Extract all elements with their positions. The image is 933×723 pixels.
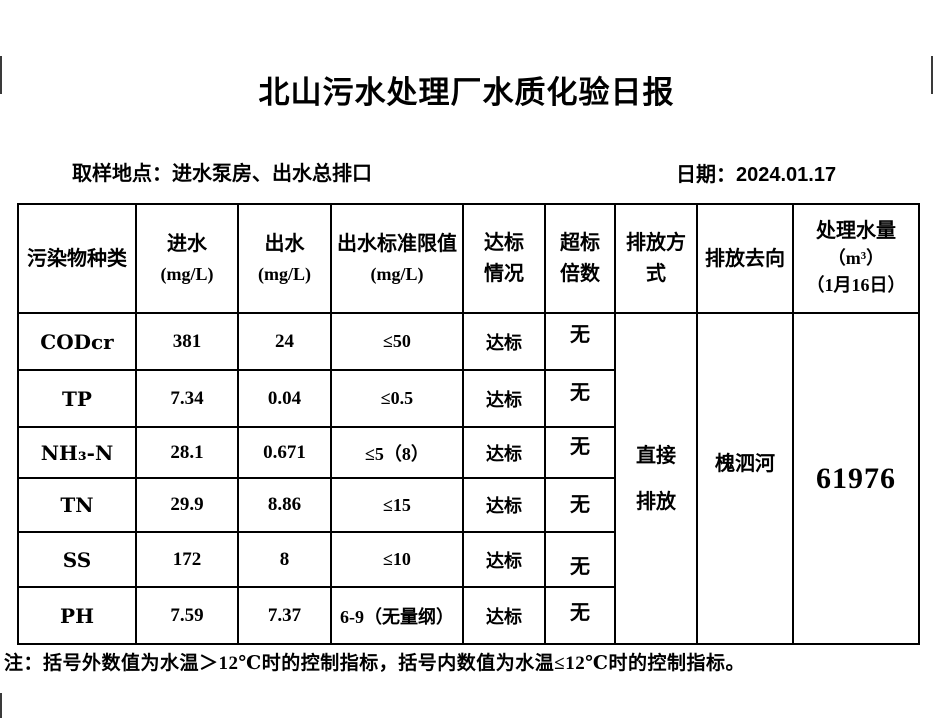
exceed-value: 无 bbox=[570, 556, 590, 578]
window-edge-mark-bottom bbox=[0, 693, 2, 718]
compliance-cell: 达标 bbox=[462, 477, 546, 533]
report-date: 日期：2024.01.17 bbox=[676, 164, 837, 186]
col-header-limit-unit: (mg/L) bbox=[370, 263, 424, 284]
exceed-value: 无 bbox=[570, 382, 590, 404]
col-header-discharge-mode-label: 排放方式 bbox=[626, 231, 686, 285]
pollutant-cell: CODcr bbox=[17, 312, 137, 371]
treated-volume-cell: 61976 bbox=[792, 312, 920, 645]
col-header-limit: 出水标准限值 (mg/L) bbox=[330, 203, 464, 314]
influent-value-cell: 7.59 bbox=[135, 586, 239, 645]
col-header-effluent-unit: (mg/L) bbox=[258, 263, 311, 284]
discharge-dest-cell: 槐泗河 bbox=[696, 312, 794, 645]
exceed-cell: 无 bbox=[544, 477, 616, 533]
sampling-location: 取样地点：进水泵房、出水总排口 bbox=[72, 163, 372, 185]
exceed-cell: 无 bbox=[544, 426, 616, 479]
compliance-cell: 达标 bbox=[462, 312, 546, 371]
col-header-volume: 处理水量 （m³） （1月16日） bbox=[792, 203, 920, 314]
effluent-value-cell: 0.04 bbox=[237, 369, 332, 428]
col-header-limit-label: 出水标准限值 bbox=[337, 232, 457, 255]
col-header-compliance-label: 达标情况 bbox=[484, 231, 524, 285]
effluent-value-cell: 8 bbox=[237, 531, 332, 588]
exceed-cell: 无 bbox=[544, 586, 616, 645]
influent-value-cell: 172 bbox=[135, 531, 239, 588]
col-header-volume-label: 处理水量 bbox=[816, 220, 896, 242]
limit-value-cell: ≤50 bbox=[330, 312, 464, 371]
pollutant-cell: SS bbox=[17, 531, 137, 588]
limit-value-cell: 6-9（无量纲） bbox=[330, 586, 464, 645]
col-header-influent-label: 进水 bbox=[167, 232, 207, 255]
compliance-cell: 达标 bbox=[462, 369, 546, 428]
col-header-effluent-label: 出水 bbox=[264, 232, 305, 255]
influent-value-cell: 28.1 bbox=[135, 426, 239, 479]
table-row-ss: SS 172 8 ≤10 达标 无 bbox=[17, 531, 919, 588]
col-header-discharge-mode: 排放方式 bbox=[614, 203, 698, 314]
exceed-value: 无 bbox=[570, 602, 590, 624]
influent-value-cell: 29.9 bbox=[135, 477, 239, 533]
col-header-discharge-dest: 排放去向 bbox=[696, 203, 794, 314]
window-edge-mark-left bbox=[0, 56, 2, 94]
col-header-influent-unit: (mg/L) bbox=[160, 263, 214, 284]
table-row-nh3n: NH₃-N 28.1 0.671 ≤5（8） 达标 无 bbox=[17, 426, 919, 479]
table-row-tp: TP 7.34 0.04 ≤0.5 达标 无 bbox=[17, 369, 919, 428]
limit-value-cell: ≤10 bbox=[330, 531, 464, 588]
table-row-codcr: CODcr 381 24 ≤50 达标 无 直接排放 槐泗河 61976 bbox=[17, 312, 920, 645]
discharge-mode-value: 直接排放 bbox=[636, 444, 676, 513]
table-row-ph: PH 7.59 7.37 6-9（无量纲） 达标 无 bbox=[17, 586, 919, 645]
page-title: 北山污水处理厂水质化验日报 bbox=[258, 75, 675, 110]
influent-value-cell: 381 bbox=[135, 312, 239, 371]
col-header-influent: 进水 (mg/L) bbox=[135, 203, 239, 314]
discharge-dest-value: 槐泗河 bbox=[715, 453, 775, 475]
exceed-cell: 无 bbox=[544, 312, 616, 371]
exceed-cell: 无 bbox=[544, 369, 616, 428]
exceed-value: 无 bbox=[570, 493, 590, 516]
influent-value-cell: 7.34 bbox=[135, 369, 239, 428]
exceed-cell: 无 bbox=[544, 531, 616, 588]
limit-value-cell: ≤0.5 bbox=[330, 369, 464, 428]
col-header-pollutant: 污染物种类 bbox=[17, 203, 137, 314]
header-row: 污染物种类 进水 (mg/L) 出水 (mg/L) 出水标准限值 (mg/L) … bbox=[17, 203, 920, 314]
effluent-value-cell: 7.37 bbox=[237, 586, 332, 645]
exceed-value: 无 bbox=[570, 324, 590, 346]
col-header-exceed-label: 超标倍数 bbox=[560, 231, 600, 285]
col-header-discharge-dest-label: 排放去向 bbox=[705, 247, 785, 270]
col-header-pollutant-label: 污染物种类 bbox=[27, 247, 127, 270]
table-row-tn: TN 29.9 8.86 ≤15 达标 无 bbox=[17, 477, 919, 533]
col-header-effluent: 出水 (mg/L) bbox=[237, 203, 332, 314]
compliance-cell: 达标 bbox=[462, 426, 546, 479]
col-header-volume-unit: （m³） bbox=[827, 248, 885, 268]
effluent-value-cell: 0.671 bbox=[237, 426, 332, 479]
limit-value-cell: ≤5（8） bbox=[330, 426, 464, 479]
col-header-exceed: 超标倍数 bbox=[544, 203, 616, 314]
exceed-value: 无 bbox=[570, 436, 590, 458]
pollutant-cell: TN bbox=[17, 477, 137, 533]
pollutant-cell: NH₃-N bbox=[17, 426, 137, 479]
window-edge-mark-right bbox=[931, 56, 933, 94]
footnote: 注：括号外数值为水温＞12℃时的控制指标，括号内数值为水温≤12℃时的控制指标。 bbox=[4, 653, 745, 674]
col-header-volume-date: （1月16日） bbox=[806, 275, 906, 295]
pollutant-cell: PH bbox=[17, 586, 137, 645]
compliance-cell: 达标 bbox=[462, 586, 546, 645]
compliance-cell: 达标 bbox=[462, 531, 546, 588]
effluent-value-cell: 8.86 bbox=[237, 477, 332, 533]
col-header-compliance: 达标情况 bbox=[462, 203, 546, 314]
effluent-value-cell: 24 bbox=[237, 312, 332, 371]
limit-value-cell: ≤15 bbox=[330, 477, 464, 533]
water-quality-table: 污染物种类 进水 (mg/L) 出水 (mg/L) 出水标准限值 (mg/L) … bbox=[17, 203, 920, 645]
discharge-mode-cell: 直接排放 bbox=[614, 312, 698, 645]
pollutant-cell: TP bbox=[17, 369, 137, 428]
